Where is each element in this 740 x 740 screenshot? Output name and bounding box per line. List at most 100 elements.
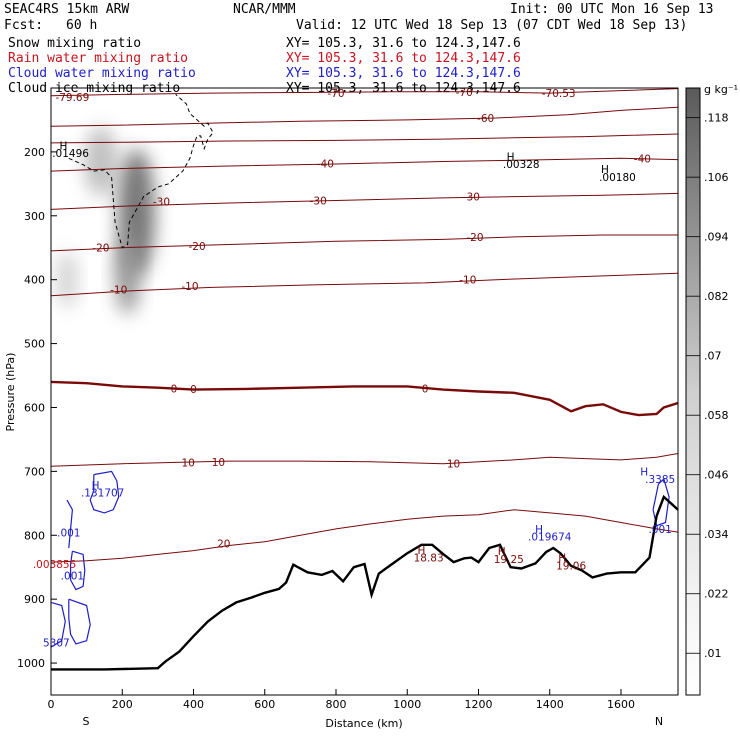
temp-contour-m50 bbox=[51, 133, 678, 144]
extrema-label: H bbox=[601, 164, 609, 176]
temp-contour-label: 0 bbox=[422, 383, 429, 395]
temp-contour-m10 bbox=[51, 272, 678, 297]
temp-contour-label: -40 bbox=[634, 153, 651, 165]
temp-contour-label: -20 bbox=[188, 241, 205, 253]
temp-contour-label: 0 bbox=[171, 383, 178, 395]
x-axis-label: Distance (km) bbox=[325, 717, 402, 730]
extrema-label: H bbox=[640, 466, 648, 478]
temp-contour-label: -30 bbox=[310, 195, 327, 207]
org-title: NCAR/MMM bbox=[233, 2, 296, 17]
temp-contour-label: -20 bbox=[466, 232, 483, 244]
x-tick-label: 800 bbox=[326, 698, 347, 711]
extrema-label: .131707 bbox=[81, 487, 124, 499]
contour-label-layer: -70 -70 -60 -40 -40 -30 -30 -30 -20 -20 -20 -10 -10 -… bbox=[33, 87, 675, 650]
legend-cloudwater-label: Cloud water mixing ratio bbox=[8, 66, 196, 81]
snow-blob-0 bbox=[84, 126, 118, 197]
x-tick-label: 1600 bbox=[607, 698, 635, 711]
contour-layer bbox=[51, 88, 678, 671]
x-tick-label: 1000 bbox=[393, 698, 421, 711]
forecast-hours: 60 h bbox=[66, 18, 98, 33]
plot-frame bbox=[50, 87, 679, 696]
temp-contour-label: -20 bbox=[92, 243, 109, 255]
forecast-label: Fcst: bbox=[4, 18, 44, 33]
x-tick-label: 1400 bbox=[536, 698, 564, 711]
temp-contour-label: -10 bbox=[181, 281, 198, 293]
extrema-label: H bbox=[535, 524, 543, 536]
temp-contour-m20 bbox=[51, 234, 678, 252]
extrema-label: H bbox=[418, 545, 426, 557]
y-tick-label: 900 bbox=[24, 593, 45, 606]
legend-snow-label: Snow mixing ratio bbox=[8, 36, 142, 51]
legend-rain-label: Rain water mixing ratio bbox=[8, 51, 189, 66]
temp-contour-label: -10 bbox=[459, 275, 476, 287]
extrema-label: H bbox=[558, 553, 566, 565]
x-right-end-label: N bbox=[655, 715, 663, 728]
temp-contour-10 bbox=[51, 453, 678, 467]
colorbar-tick-label: .082 bbox=[704, 290, 729, 303]
extrema-label: H bbox=[60, 141, 68, 153]
temp-contour-label: 10 bbox=[181, 457, 194, 469]
extrema-label: .00180 bbox=[599, 172, 636, 184]
temp-contour-label: -79.69 bbox=[55, 92, 89, 104]
temp-contour-label: 20 bbox=[217, 539, 230, 551]
snow-blob-2 bbox=[114, 232, 141, 315]
x-left-end-label: S bbox=[83, 715, 90, 728]
y-tick-label: 300 bbox=[24, 210, 45, 223]
temp-contour-0 bbox=[51, 380, 678, 417]
cloud-water-contour-3 bbox=[51, 601, 66, 648]
cloud-water-contour-5 bbox=[652, 477, 670, 527]
temp-contour-label: -30 bbox=[463, 192, 480, 204]
colorbar-tick-label: .118 bbox=[704, 112, 729, 125]
extrema-label: .00328 bbox=[503, 159, 540, 171]
y-tick-label: 1000 bbox=[17, 657, 45, 670]
colorbar: g kg⁻¹ .01 .022 .034 .046 .058 .07 .082 .094 .10… bbox=[685, 83, 738, 696]
terrain-surface-line bbox=[51, 494, 678, 671]
temp-contour-label: -60 bbox=[477, 113, 494, 125]
temp-contour-label: 10 bbox=[212, 457, 225, 469]
legend-cloudwater-xy: XY= 105.3, 31.6 to 124.3,147.6 bbox=[286, 66, 521, 81]
temp-contour-label: -70 bbox=[327, 88, 344, 100]
temp-contour-m40 bbox=[51, 157, 678, 172]
axis-layer: 0 200 400 600 800 1000 1200 1400 160020030040050… bbox=[17, 146, 635, 711]
extrema-label: 5307 bbox=[43, 638, 70, 650]
cloud-water-contour-0 bbox=[89, 470, 120, 514]
colorbar-tick-label: .058 bbox=[704, 409, 729, 422]
colorbar-unit: g kg⁻¹ bbox=[704, 83, 738, 96]
cloud-water-contour-4 bbox=[68, 598, 91, 645]
x-tick-label: 400 bbox=[183, 698, 204, 711]
legend-snow-xy: XY= 105.3, 31.6 to 124.3,147.6 bbox=[286, 36, 521, 51]
extrema-label: .001 bbox=[648, 524, 671, 536]
extrema-label: 19.06 bbox=[556, 560, 586, 572]
temp-contour-m60 bbox=[51, 106, 678, 127]
temp-contour-label: 0 bbox=[190, 384, 197, 396]
temp-contour-m30 bbox=[51, 192, 678, 210]
valid-time: Valid: 12 UTC Wed 18 Sep 13 (07 CDT Wed … bbox=[296, 18, 688, 33]
extrema-label: H bbox=[498, 546, 506, 558]
extrema-label: 19.25 bbox=[494, 554, 524, 566]
y-tick-label: 200 bbox=[24, 146, 45, 159]
init-time: Init: 00 UTC Mon 16 Sep 13 bbox=[510, 2, 714, 17]
extrema-label: H bbox=[92, 480, 100, 492]
temp-contour-label: 10 bbox=[447, 459, 460, 471]
cloud-water-contour-2 bbox=[70, 550, 86, 591]
extrema-label: H bbox=[507, 151, 515, 163]
temp-contour-m70 bbox=[51, 88, 678, 97]
cloud-water-contour-1 bbox=[66, 499, 74, 549]
y-tick-label: 500 bbox=[24, 338, 45, 351]
colorbar-tick-label: .046 bbox=[704, 469, 729, 482]
extrema-label: .019674 bbox=[528, 532, 572, 544]
y-tick-label: 600 bbox=[24, 401, 45, 414]
temp-contour-label: -10 bbox=[110, 284, 127, 296]
extrema-label: .3385 bbox=[645, 474, 675, 486]
x-tick-label: 600 bbox=[254, 698, 275, 711]
x-tick-label: 0 bbox=[48, 698, 55, 711]
extrema-label: .01496 bbox=[52, 148, 89, 160]
model-title: SEAC4RS 15km ARW bbox=[4, 2, 130, 17]
extrema-label: .003855 bbox=[33, 559, 76, 571]
colorbar-tick-label: .094 bbox=[704, 231, 729, 244]
x-tick-label: 1200 bbox=[465, 698, 493, 711]
cloud-ice-outline bbox=[68, 94, 214, 249]
colorbar-tick-label: .01 bbox=[704, 647, 722, 660]
y-axis-label: Pressure (hPa) bbox=[4, 353, 17, 432]
